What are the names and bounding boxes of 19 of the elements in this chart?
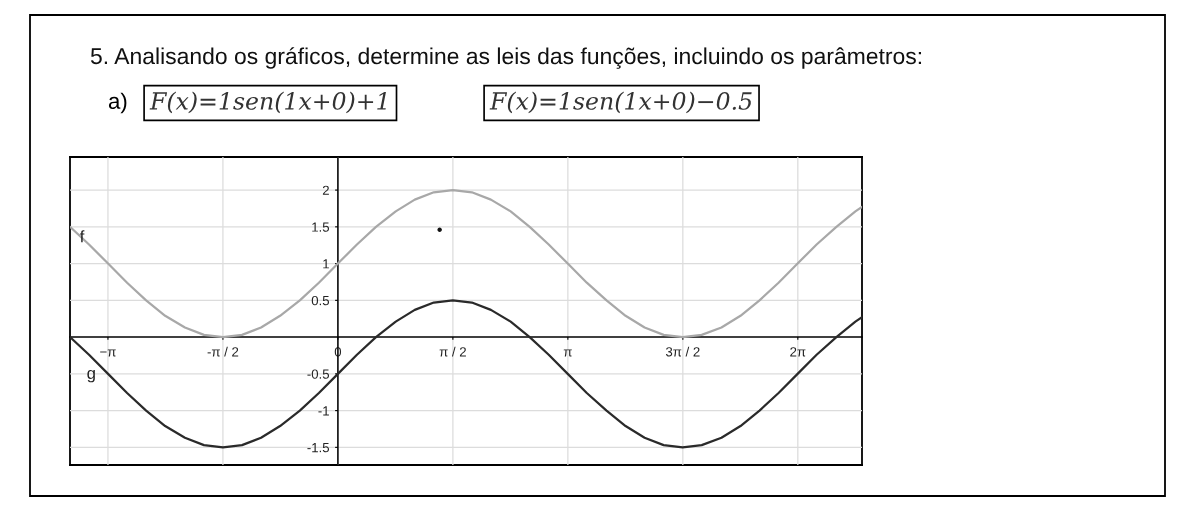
x-tick-label: 3π / 2: [665, 346, 700, 357]
x-tick-label: -π / 2: [207, 346, 239, 357]
x-tick-label: −π: [100, 349, 116, 357]
text: F(x)=1sen(1x+0)−0.5: [489, 91, 752, 114]
y-tick-label: -1.5: [307, 443, 330, 453]
y-tick-label: 0.5: [311, 295, 330, 306]
chart-title: 5. Analisando os gráficos, determine as leis das funções, incluindo os parâmetros:: [90, 47, 922, 69]
y-tick-label: 1: [323, 259, 329, 269]
y-tick-label: 2: [322, 185, 329, 195]
text: a): [108, 92, 127, 114]
series-label: f: [79, 230, 85, 243]
x-tick-label: 2π: [790, 347, 806, 357]
series-label: g: [87, 369, 95, 383]
y-tick-label: -1: [318, 406, 329, 416]
x-tick-label: π / 2: [439, 346, 466, 357]
x-tick-label: π: [563, 349, 572, 357]
text: F(x)=1sen(1x+0)+1: [149, 91, 386, 114]
y-tick-label: 1.5: [312, 222, 330, 232]
y-tick-label: -0.5: [307, 369, 330, 379]
